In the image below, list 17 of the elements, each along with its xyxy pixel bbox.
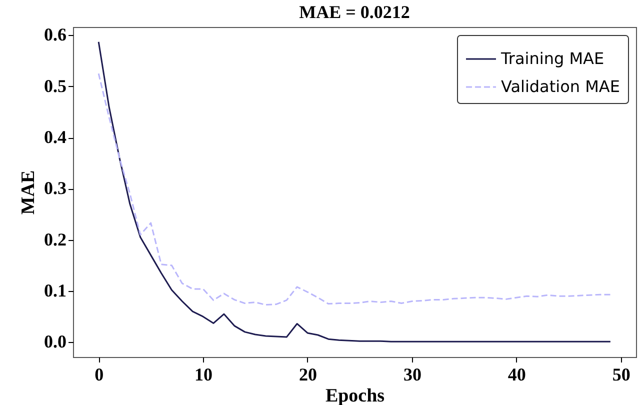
y-tick-label: 0.2	[44, 229, 66, 250]
y-tick-label: 0.6	[44, 24, 66, 45]
x-tick-label: 10	[194, 364, 213, 384]
y-axis-title: MAE	[18, 170, 39, 215]
y-tick-label: 0.1	[44, 280, 66, 300]
x-tick-label: 0	[94, 364, 104, 384]
x-tick-label: 40	[508, 364, 526, 384]
x-tick-label: 30	[403, 364, 422, 384]
x-tick-label: 50	[612, 364, 630, 384]
y-tick-label: 0.4	[44, 127, 66, 148]
y-tick-label: 0.3	[44, 178, 66, 198]
chart-title: MAE = 0.0212	[299, 2, 410, 22]
legend-label: Validation MAE	[501, 77, 620, 96]
y-tick-label: 0.0	[44, 332, 66, 352]
x-tick-label: 20	[298, 364, 317, 384]
y-tick-label: 0.5	[44, 76, 66, 96]
legend-label: Training MAE	[500, 49, 604, 68]
